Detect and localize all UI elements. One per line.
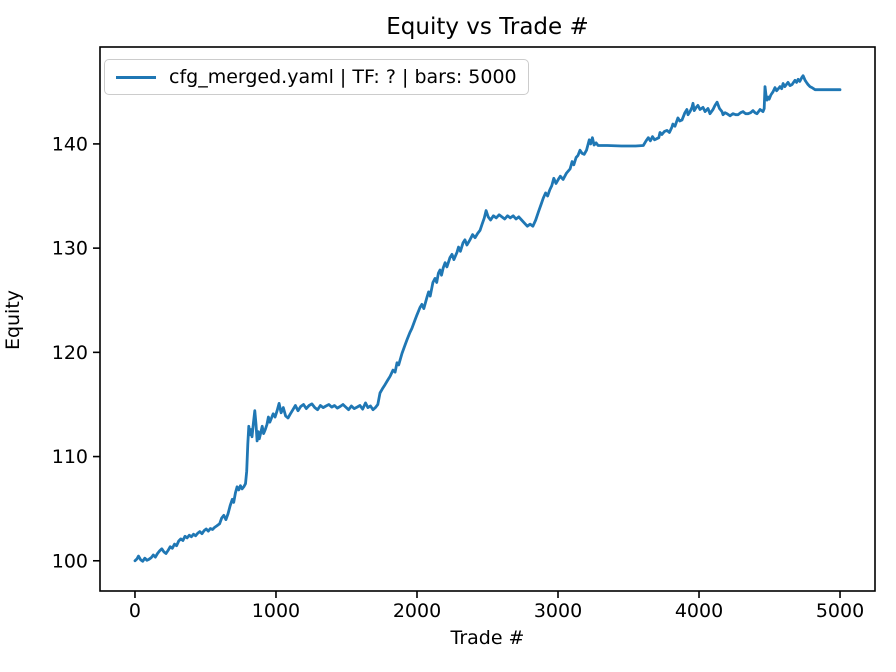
y-tick-label: 110 — [52, 446, 88, 468]
legend-line-swatch — [116, 75, 156, 79]
legend-label: cfg_merged.yaml | TF: ? | bars: 5000 — [169, 66, 517, 88]
plot-border — [99, 46, 876, 592]
x-tick-label: 4000 — [675, 600, 723, 622]
x-axis-label: Trade # — [450, 627, 525, 649]
x-tick-label: 0 — [129, 600, 141, 622]
y-tick-label: 140 — [52, 133, 88, 155]
equity-line — [133, 74, 842, 563]
y-tick-label: 120 — [52, 342, 88, 364]
x-tick-label: 3000 — [534, 600, 582, 622]
x-tick-label: 2000 — [393, 600, 441, 622]
chart-title: Equity vs Trade # — [386, 14, 589, 40]
x-tick-label: 5000 — [816, 600, 864, 622]
legend: cfg_merged.yaml | TF: ? | bars: 5000 — [104, 59, 529, 95]
y-tick-label: 100 — [52, 550, 88, 572]
y-tick-label: 130 — [52, 238, 88, 260]
y-axis-label: Equity — [2, 289, 24, 351]
x-tick-label: 1000 — [252, 600, 300, 622]
